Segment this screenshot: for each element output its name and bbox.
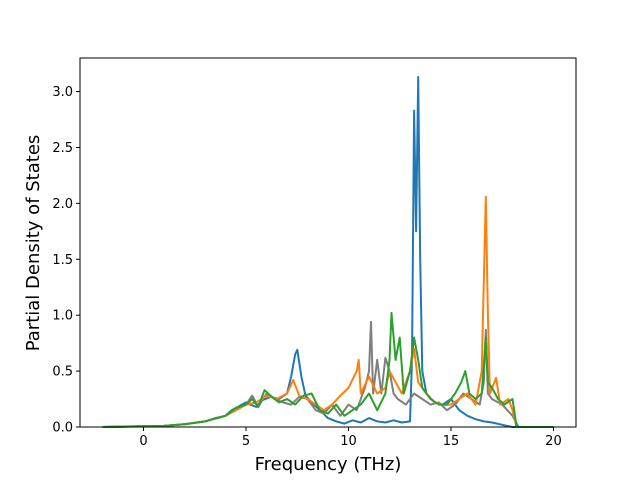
x-tick-label: 15 (443, 434, 460, 449)
x-axis-ticks: 0 5 10 15 20 (139, 427, 562, 449)
y-tick-label: 3.0 (52, 85, 73, 100)
y-tick-label: 1.5 (52, 253, 73, 268)
series-line-1 (102, 76, 554, 428)
y-axis-label: Partial Density of States (23, 135, 44, 352)
series-line-3 (102, 195, 554, 428)
y-tick-label: 2.5 (52, 141, 73, 156)
series-layer (102, 76, 554, 428)
x-axis-label: Frequency (THz) (255, 454, 402, 475)
y-tick-label: 1.0 (52, 309, 73, 324)
x-tick-label: 5 (242, 434, 250, 449)
x-tick-label: 20 (545, 434, 562, 449)
y-tick-label: 0.5 (52, 365, 73, 380)
y-axis-ticks: 0.0 0.5 1.0 1.5 2.0 2.5 3.0 (52, 85, 80, 436)
y-tick-label: 2.0 (52, 197, 73, 212)
plot-frame (79, 57, 577, 428)
series-line-4 (102, 311, 554, 428)
x-tick-label: 10 (340, 434, 357, 449)
x-tick-label: 0 (139, 434, 147, 449)
y-tick-label: 0.0 (52, 421, 73, 436)
